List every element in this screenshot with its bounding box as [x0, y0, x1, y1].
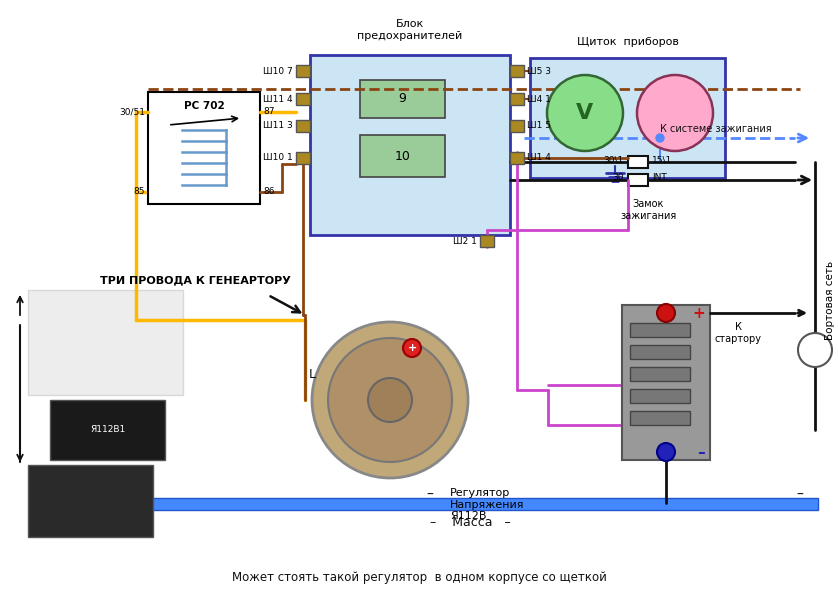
Text: Ш5 3: Ш5 3 — [527, 66, 551, 75]
Circle shape — [657, 443, 675, 461]
Bar — [148, 92, 260, 204]
Text: 30: 30 — [613, 174, 624, 183]
Circle shape — [403, 339, 421, 357]
Bar — [510, 65, 524, 77]
Text: Я112В1: Я112В1 — [91, 426, 126, 435]
Text: Регулятор
Напряжения
Я112В: Регулятор Напряжения Я112В — [450, 488, 525, 521]
Bar — [630, 345, 690, 359]
Text: INT: INT — [652, 174, 667, 183]
Text: +: + — [692, 306, 705, 321]
Bar — [296, 65, 310, 77]
Text: 30/51: 30/51 — [119, 107, 145, 116]
Text: +: + — [407, 343, 416, 353]
Text: 86: 86 — [263, 187, 275, 196]
Circle shape — [312, 322, 468, 478]
Bar — [628, 156, 648, 168]
Text: Ш10 1: Ш10 1 — [263, 153, 293, 162]
Text: –    Масса   –: – Масса – — [430, 515, 510, 528]
Bar — [510, 120, 524, 132]
Bar — [630, 411, 690, 425]
Text: L: L — [308, 368, 315, 381]
Circle shape — [657, 304, 675, 322]
Circle shape — [637, 75, 713, 151]
Text: Ш2 1: Ш2 1 — [453, 236, 477, 245]
Bar — [296, 93, 310, 105]
Text: Может стоять такой регулятор  в одном корпусе со щеткой: Может стоять такой регулятор в одном кор… — [231, 571, 607, 584]
Text: 9: 9 — [399, 93, 406, 106]
Bar — [510, 93, 524, 105]
Bar — [296, 120, 310, 132]
Text: Ш1 5: Ш1 5 — [527, 122, 551, 131]
Text: ТРИ ПРОВОДА К ГЕНЕАРТОРУ: ТРИ ПРОВОДА К ГЕНЕАРТОРУ — [100, 275, 291, 285]
Bar — [360, 80, 445, 118]
Text: Ш4 1: Ш4 1 — [527, 94, 551, 103]
Text: 30\1: 30\1 — [603, 155, 624, 165]
Text: Ш11 3: Ш11 3 — [263, 122, 293, 131]
Circle shape — [547, 75, 623, 151]
Bar — [622, 305, 710, 460]
Bar — [630, 389, 690, 403]
Text: Ш10 7: Ш10 7 — [263, 66, 293, 75]
Text: К
стартору: К стартору — [715, 322, 762, 344]
Text: –: – — [797, 488, 804, 502]
Text: –: – — [697, 445, 705, 460]
Bar — [530, 58, 725, 178]
Text: Замок
зажигания: Замок зажигания — [620, 199, 676, 221]
Bar — [630, 367, 690, 381]
Text: 15\1: 15\1 — [652, 155, 672, 165]
Text: РС 702: РС 702 — [184, 101, 225, 111]
Text: 87: 87 — [263, 107, 275, 116]
Text: Ш11 4: Ш11 4 — [263, 94, 293, 103]
Bar — [296, 152, 310, 164]
Circle shape — [368, 378, 412, 422]
Bar — [360, 135, 445, 177]
Bar — [510, 152, 524, 164]
Text: К системе зажигания: К системе зажигания — [660, 124, 772, 134]
Text: Щиток  приборов: Щиток приборов — [577, 37, 679, 47]
Text: 10: 10 — [395, 149, 411, 162]
Bar — [28, 465, 153, 537]
Text: Блок
предохранителей: Блок предохранителей — [357, 19, 463, 41]
Text: 85: 85 — [133, 187, 145, 196]
Text: –: – — [427, 488, 433, 502]
Bar — [630, 323, 690, 337]
Circle shape — [328, 338, 452, 462]
Bar — [628, 174, 648, 186]
Bar — [120, 498, 818, 510]
Bar — [50, 400, 165, 460]
Circle shape — [656, 134, 664, 142]
Text: V: V — [577, 103, 593, 123]
Bar — [480, 235, 494, 247]
Text: Бортовая сеть: Бортовая сеть — [825, 260, 835, 340]
Text: Ш1 4: Ш1 4 — [527, 153, 551, 162]
Circle shape — [798, 333, 832, 367]
Bar — [28, 290, 183, 395]
Bar — [310, 55, 510, 235]
